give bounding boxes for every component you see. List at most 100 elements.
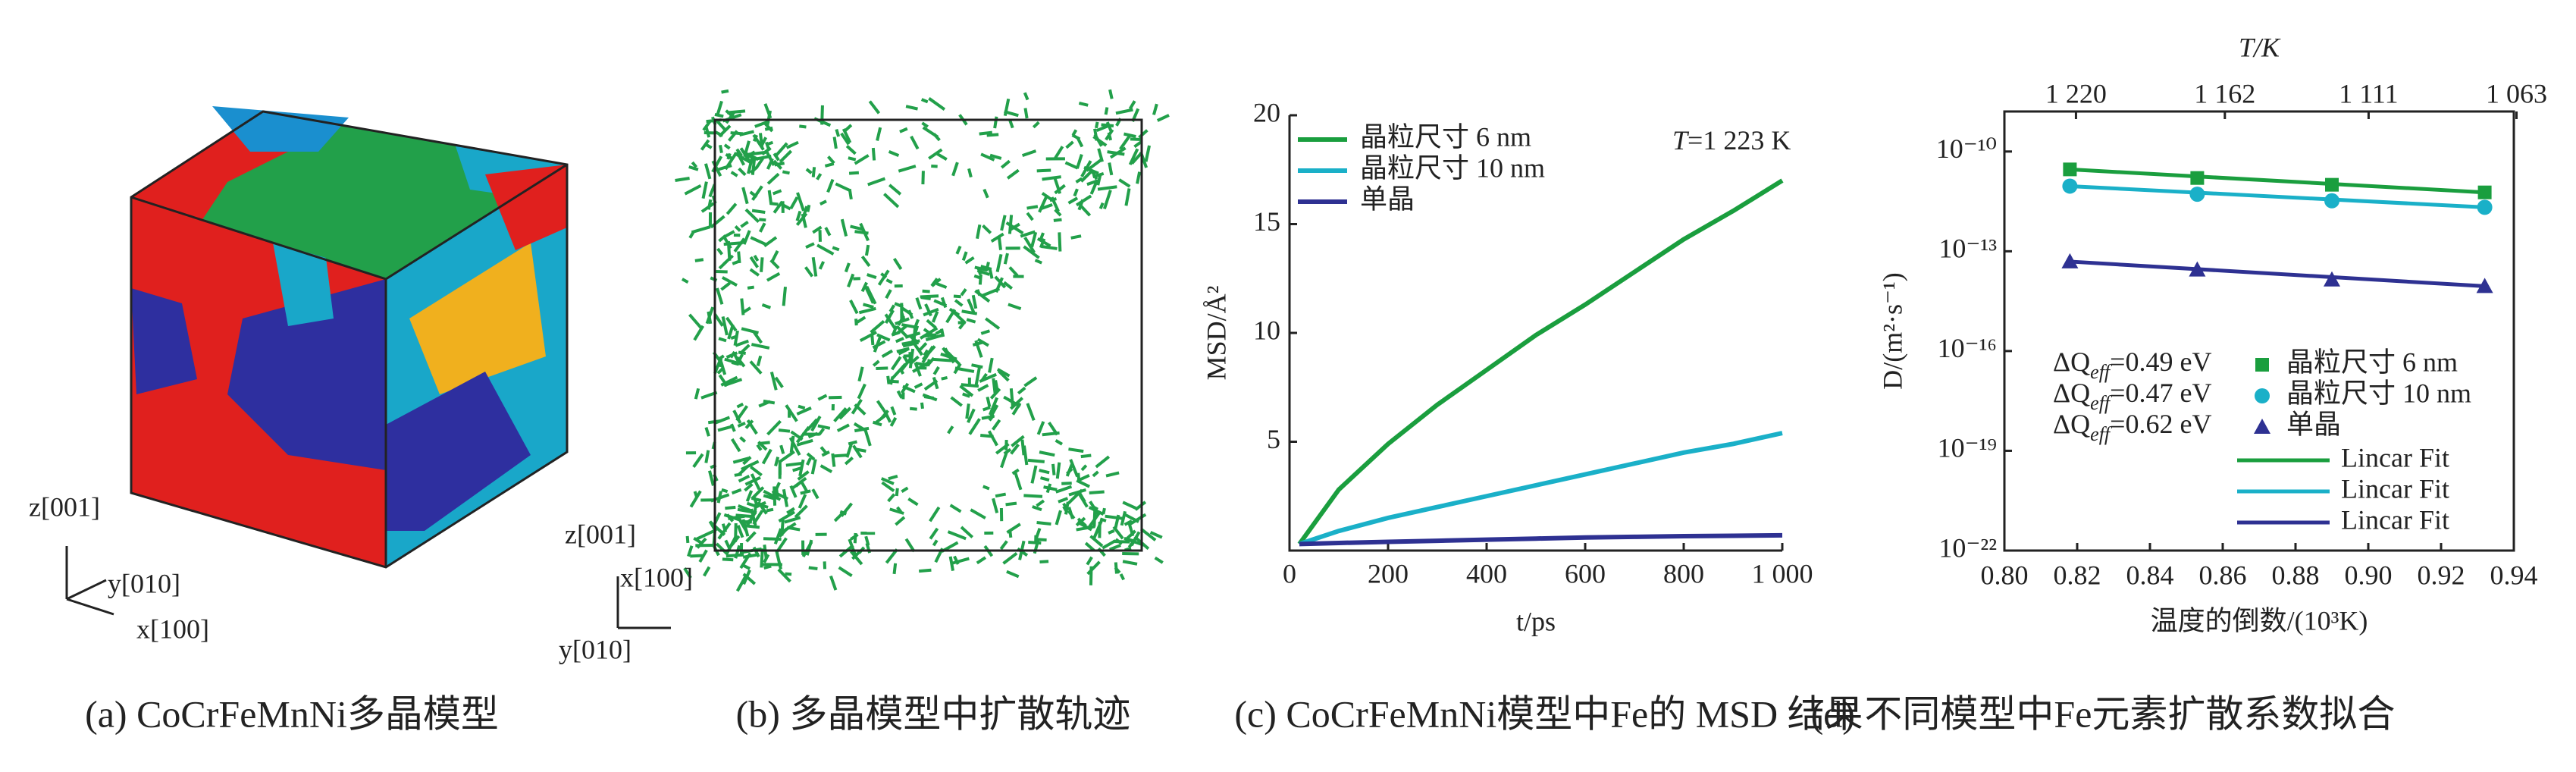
trajectory (1023, 108, 1029, 119)
trajectory (870, 334, 875, 346)
axis-name: z[001] (29, 491, 100, 522)
trajectory (751, 343, 770, 350)
trajectory (833, 453, 848, 458)
trajectory (769, 372, 778, 391)
trajectory (844, 457, 854, 466)
trajectory (933, 299, 948, 307)
trajectory (858, 306, 876, 315)
trajectory (721, 488, 729, 494)
trajectory (1140, 527, 1157, 541)
trajectory (1008, 529, 1013, 538)
trajectory (881, 349, 894, 358)
trajectory (838, 406, 852, 420)
trajectory (725, 505, 736, 510)
trajectory (953, 294, 961, 299)
trajectory (1020, 439, 1026, 456)
trajectory (902, 384, 916, 394)
trajectory (982, 188, 989, 199)
trajectory (704, 143, 713, 149)
trajectory (976, 224, 982, 240)
trajectory (895, 337, 904, 344)
trajectory (930, 278, 939, 287)
trajectory (731, 360, 740, 366)
trajectory (732, 457, 750, 464)
trajectory (702, 120, 712, 131)
x-tick-label: 0.88 (2272, 560, 2320, 590)
trajectory (691, 161, 698, 168)
trajectory (898, 165, 917, 173)
trajectory (688, 165, 699, 171)
trajectory (932, 133, 941, 142)
trajectory (1026, 212, 1034, 221)
trajectory (857, 366, 864, 382)
legend-marker (2254, 419, 2270, 434)
q-suffix: =0.62 eV (2110, 409, 2211, 439)
trajectory (752, 133, 765, 151)
trajectory (997, 369, 1010, 382)
trajectory (1067, 507, 1074, 519)
x-tick-label: 0.90 (2345, 560, 2393, 590)
axis-name: z[001] (565, 519, 636, 549)
trajectory (1023, 92, 1029, 101)
trajectory (710, 215, 725, 229)
trajectory (729, 350, 736, 359)
trajectory (1049, 197, 1057, 202)
legend-marker (2255, 358, 2269, 372)
trajectory (738, 167, 747, 177)
trajectory (967, 168, 973, 178)
trajectory (1080, 453, 1092, 459)
trajectory (774, 457, 780, 467)
trajectory (1114, 514, 1120, 529)
trajectory (811, 488, 819, 500)
trajectory (982, 406, 991, 412)
trajectory (753, 254, 760, 262)
trajectory (735, 405, 749, 422)
x-axis-label: 温度的倒数/(10³K) (2151, 605, 2368, 635)
trajectory (929, 506, 941, 523)
trajectory (1034, 259, 1042, 265)
trajectory (1004, 110, 1019, 118)
trajectory (860, 255, 871, 267)
trajectory (723, 230, 735, 238)
trajectory (835, 129, 841, 137)
trajectory (1028, 540, 1042, 545)
trajectory (1077, 199, 1085, 211)
trajectory (749, 190, 758, 199)
trajectory (742, 456, 752, 466)
trajectory (1138, 129, 1149, 139)
trajectory (736, 402, 744, 409)
trajectory (962, 392, 970, 398)
trajectory (1068, 488, 1087, 497)
fit-line (2070, 184, 2485, 209)
trajectory (1041, 245, 1058, 250)
trajectory (755, 157, 764, 169)
x-tick-label: 0.84 (2126, 560, 2174, 590)
trajectory (982, 224, 992, 234)
trajectory (795, 210, 802, 221)
trajectory (884, 313, 897, 329)
trajectory (826, 155, 835, 165)
trajectory (966, 318, 976, 324)
trajectory (1052, 176, 1062, 194)
trajectory (745, 531, 757, 543)
trajectory (1096, 174, 1102, 186)
line (1297, 178, 1784, 546)
trajectory (1127, 538, 1137, 548)
trajectory (759, 218, 766, 222)
trajectory (725, 202, 738, 215)
trajectory (818, 261, 826, 270)
trajectory (805, 168, 813, 174)
trajectory (716, 100, 723, 116)
trajectory (754, 501, 766, 509)
trajectory (785, 404, 798, 422)
trajectory (928, 97, 946, 111)
trajectory (716, 269, 728, 274)
trajectory (852, 444, 863, 459)
trajectory (723, 241, 743, 246)
trajectory (718, 359, 723, 368)
trajectory (890, 356, 902, 371)
trajectory (1115, 108, 1133, 115)
legend-label: Lincar Fit (2341, 442, 2449, 472)
trajectory (961, 309, 978, 315)
